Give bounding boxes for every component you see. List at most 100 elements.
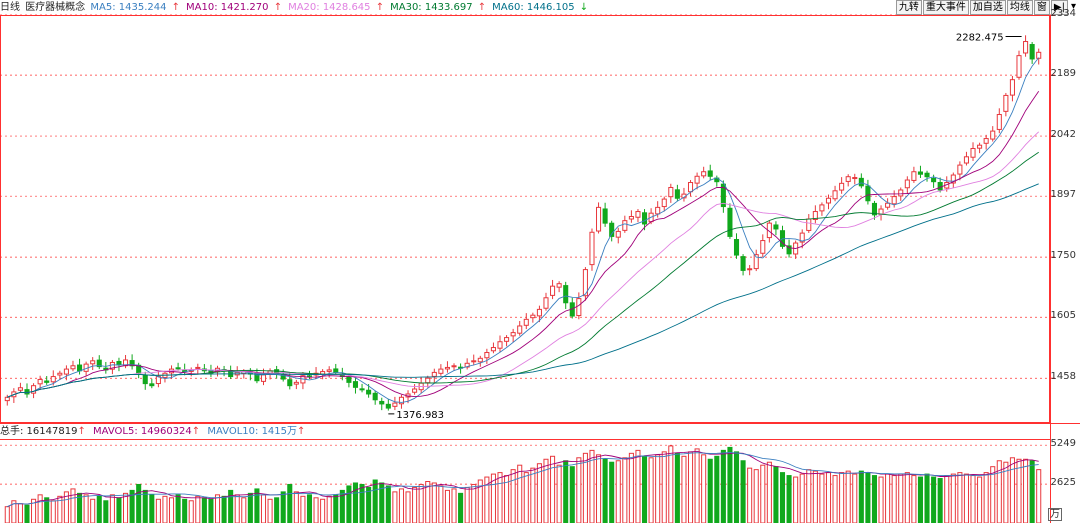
volume-bar: [858, 470, 864, 523]
volume-bar: [707, 458, 713, 523]
volume-bar: [839, 472, 845, 523]
candle-body: [865, 185, 871, 202]
volume-bar: [17, 503, 23, 523]
volume-bar: [372, 479, 378, 523]
price-tick-label: 2334: [1050, 8, 1076, 19]
candle-body: [766, 222, 772, 239]
candle-body: [392, 402, 398, 407]
candle-body: [668, 186, 674, 198]
candle-body: [878, 208, 884, 215]
mavol5-arrow: ↑: [191, 426, 201, 437]
volume-bar: [582, 452, 588, 523]
volume-bar: [517, 464, 523, 523]
candle-body: [346, 376, 352, 383]
volume-bar: [471, 483, 477, 523]
candle-body: [773, 224, 779, 230]
volume-bar: [891, 475, 897, 523]
major-events-button[interactable]: 重大事件: [922, 0, 969, 15]
candle-body: [931, 177, 937, 183]
dropdown-chevron-icon[interactable]: ▾: [1070, 1, 1076, 12]
window-button[interactable]: 窗: [1033, 0, 1050, 15]
volume-bar: [254, 488, 260, 523]
candle-body: [352, 381, 359, 388]
total-volume-arrow: ↑: [77, 426, 86, 437]
index-name: 医疗器械概念: [25, 2, 86, 13]
volume-bar: [615, 460, 621, 523]
volume-bar: [733, 451, 740, 523]
volume-bar: [996, 460, 1002, 523]
candle-body: [983, 138, 989, 144]
candle-body: [287, 379, 293, 387]
candle-body: [431, 371, 437, 377]
candle-body: [582, 269, 588, 297]
volume-bar: [1016, 458, 1022, 523]
candle-body: [635, 211, 641, 218]
candle-body: [871, 202, 878, 216]
candle-body: [326, 369, 332, 372]
volume-bar: [904, 472, 910, 523]
candle-body: [917, 171, 923, 175]
candle-body: [1003, 94, 1009, 112]
candle-body: [1036, 51, 1042, 59]
volume-bar: [392, 491, 398, 523]
volume-bar: [366, 486, 372, 523]
price-tick-label: 2189: [1050, 68, 1076, 80]
volume-bar: [352, 482, 359, 523]
volume-bar: [806, 469, 812, 523]
candle-body: [812, 211, 818, 220]
volume-bar: [983, 472, 989, 523]
collapse-panel-icon[interactable]: ▶|: [1050, 0, 1068, 15]
candle-body: [530, 314, 536, 319]
volume-bar: [1036, 469, 1042, 523]
candle-body: [260, 374, 267, 382]
volume-bar: [885, 473, 891, 523]
volume-bar: [845, 470, 851, 523]
volume-bar: [878, 476, 884, 523]
volume-bar: [24, 504, 30, 523]
price-tick-label: 1605: [1050, 310, 1076, 322]
candle-body: [1009, 79, 1015, 96]
low-value-label: 1376.983: [396, 410, 444, 421]
candle-body: [4, 396, 10, 402]
ma30-line: [7, 151, 1039, 398]
candle-body: [977, 144, 983, 149]
candle-body: [77, 364, 83, 372]
volume-bar: [116, 497, 122, 523]
jiuzhuan-button[interactable]: 九转: [895, 0, 922, 15]
volume-bar: [306, 494, 313, 523]
add-watchlist-button[interactable]: 加自选: [969, 0, 1006, 15]
volume-bar: [280, 491, 286, 523]
candle-body: [990, 130, 996, 140]
candle-body: [372, 392, 378, 401]
candle-body: [622, 220, 628, 231]
moving-average-button[interactable]: 均线: [1006, 0, 1033, 15]
candle-body: [116, 360, 122, 366]
candle-body: [70, 365, 76, 370]
volume-bar: [510, 469, 516, 523]
volume-bar: [175, 494, 181, 523]
ma-legend-item: MA10: 1421.270: [186, 2, 272, 13]
candle-body: [57, 372, 63, 376]
candle-body: [438, 368, 444, 374]
candle-body: [753, 254, 759, 270]
volume-bar: [569, 466, 575, 523]
candle-body: [412, 388, 418, 393]
volume-bar: [412, 486, 418, 523]
candle-body: [398, 396, 404, 405]
candle-body: [536, 308, 542, 317]
volume-bar: [149, 494, 155, 523]
price-tick-label: 1750: [1050, 250, 1076, 262]
candle-body: [858, 177, 864, 187]
candle-body: [950, 174, 956, 184]
volume-bar: [773, 466, 779, 523]
volume-bar: [694, 448, 700, 523]
candle-body: [142, 375, 148, 385]
candle-body: [96, 359, 102, 368]
candle-body: [484, 352, 490, 359]
volume-bar: [1023, 458, 1029, 523]
volume-bar: [398, 488, 404, 523]
ma-legend-item: MA5: 1435.244: [90, 2, 170, 13]
price-header: 日线 医疗器械概念 MA5: 1435.244 ↑ MA10: 1421.270 …: [0, 1, 596, 15]
candle-body: [556, 283, 562, 288]
volume-bar: [326, 495, 332, 523]
